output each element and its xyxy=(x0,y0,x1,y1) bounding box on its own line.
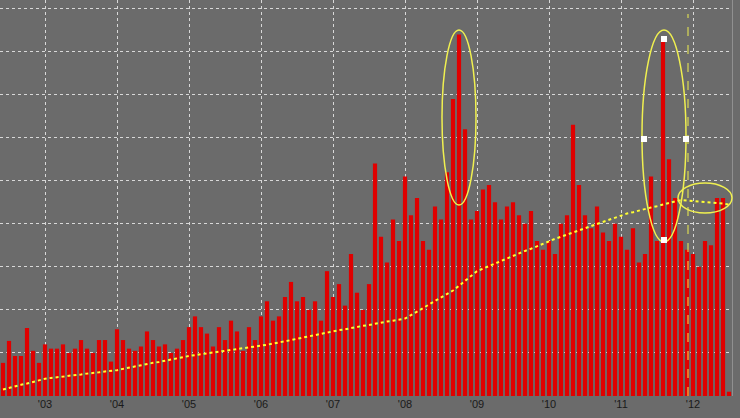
svg-text:'06: '06 xyxy=(254,398,268,410)
svg-text:'05: '05 xyxy=(182,398,196,410)
svg-text:'09: '09 xyxy=(470,398,484,410)
svg-text:'10: '10 xyxy=(542,398,556,410)
svg-text:'12: '12 xyxy=(686,398,700,410)
svg-text:'03: '03 xyxy=(38,398,52,410)
svg-text:'08: '08 xyxy=(398,398,412,410)
svg-text:'04: '04 xyxy=(110,398,124,410)
svg-text:'07: '07 xyxy=(326,398,340,410)
svg-text:'11: '11 xyxy=(614,398,628,410)
